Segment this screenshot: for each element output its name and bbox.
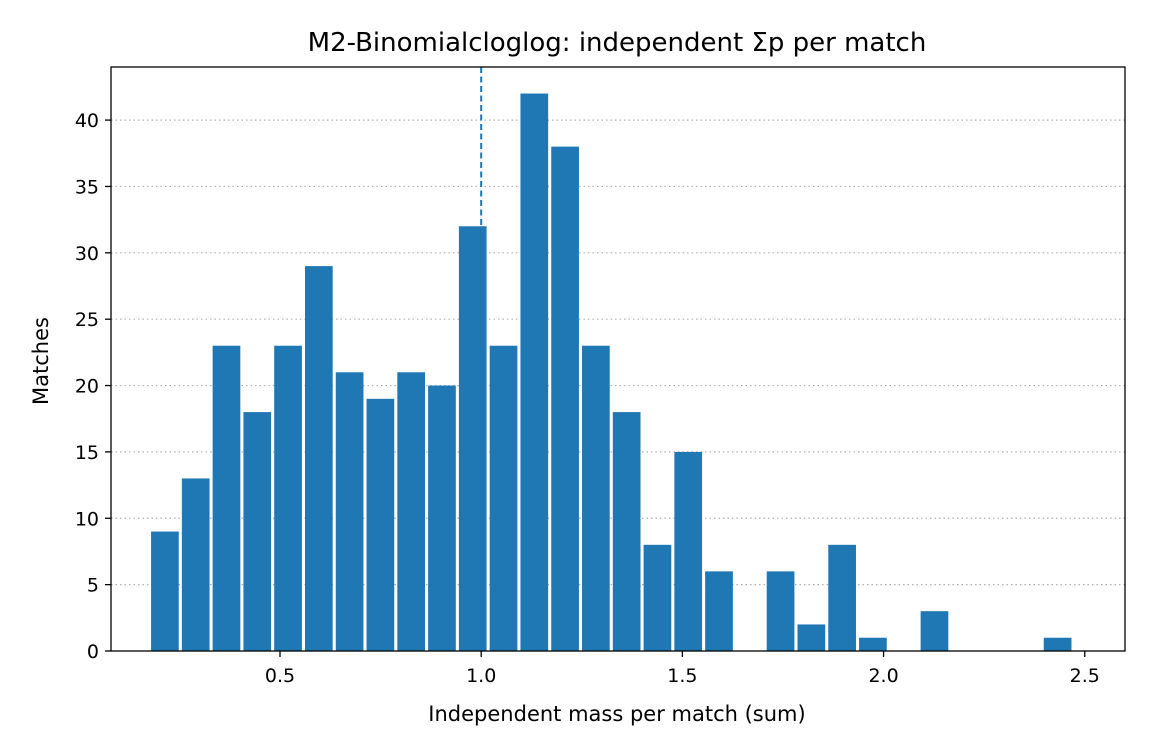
histogram-bar [181,478,210,651]
histogram-bar [766,571,795,651]
y-tick-label: 5 [87,575,99,597]
histogram-bar [274,345,302,651]
histogram-bar [582,345,610,651]
histogram-bar [920,611,949,651]
x-tick-label: 1.0 [466,665,496,687]
histogram-bar [674,451,703,651]
histogram-bar [304,266,333,651]
y-tick-label: 35 [75,176,99,198]
x-tick-label: 1.5 [667,665,697,687]
x-tick-label: 2.0 [868,665,898,687]
histogram-bar [1043,637,1072,651]
histogram-bar [705,571,733,651]
histogram-bar [243,412,272,651]
histogram-bar [397,372,426,651]
histogram-bar [151,531,179,651]
y-tick-label: 20 [75,376,99,398]
histogram-bar [489,345,518,651]
histogram-bar [551,146,579,652]
histogram-bar [335,372,364,651]
x-ticks: 0.5 1.0 1.5 2.0 2.5 [265,651,1100,687]
histogram-bar [828,544,856,651]
y-tick-label: 0 [87,641,99,663]
y-tick-label: 30 [75,243,99,265]
histogram-bar [859,637,887,651]
histogram-bar [797,624,826,651]
y-tick-label: 15 [75,442,99,464]
bars [151,93,1072,652]
histogram-bar [520,93,549,651]
x-tick-label: 2.5 [1070,665,1100,687]
y-tick-label: 10 [75,508,99,530]
histogram-bar [612,412,641,651]
x-axis-label: Independent mass per match (sum) [428,702,805,726]
histogram-bar [366,398,395,651]
chart-title: M2-Binomialcloglog: independent Σp per m… [308,28,927,58]
y-tick-label: 40 [75,110,99,132]
x-tick-label: 0.5 [265,665,295,687]
y-axis-label: Matches [29,317,53,405]
y-ticks: 0 5 10 15 20 25 30 35 40 [75,110,111,663]
histogram-bar [428,385,456,651]
y-tick-label: 25 [75,309,99,331]
histogram-bar [212,345,241,651]
histogram-bar [458,226,487,652]
plot-frame [110,66,1126,652]
histogram-bar [643,544,672,651]
